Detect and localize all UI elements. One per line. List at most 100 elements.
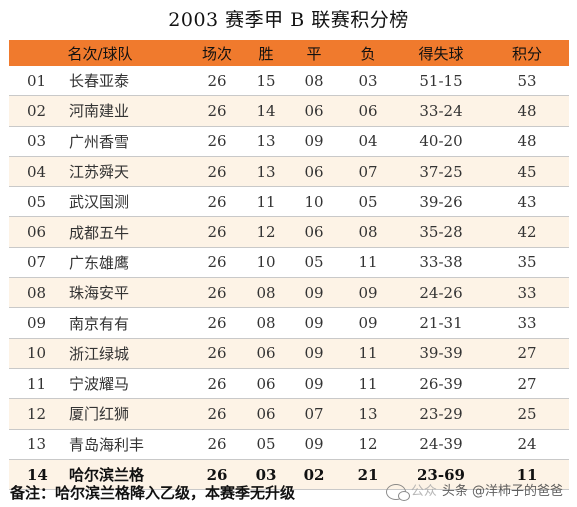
table-row: 02 河南建业 26 14 06 06 33-24 48 [9, 95, 569, 127]
cell-lost: 08 [339, 216, 397, 248]
header-drawn: 平 [289, 40, 339, 66]
cell-goals: 23-69 [397, 459, 485, 491]
cell-drawn: 05 [289, 247, 339, 279]
cell-played: 26 [191, 247, 243, 279]
cell-drawn: 09 [289, 429, 339, 460]
footnote: 备注：哈尔滨兰格降入乙级，本赛季无升级 [10, 484, 296, 502]
cell-drawn: 09 [289, 277, 339, 309]
cell-points: 48 [485, 126, 569, 157]
cell-team: 长春亚泰 [55, 66, 191, 97]
cell-goals: 33-24 [397, 95, 485, 127]
cell-played: 26 [191, 95, 243, 127]
cell-drawn: 09 [289, 126, 339, 157]
cell-team: 广东雄鹰 [55, 247, 191, 279]
cell-team: 浙江绿城 [55, 338, 191, 369]
table-row: 04 江苏舜天 26 13 06 07 37-25 45 [9, 156, 569, 188]
cell-goals: 40-20 [397, 126, 485, 157]
cell-won: 08 [243, 277, 289, 309]
table-row: 10 浙江绿城 26 06 09 11 39-39 27 [9, 338, 569, 369]
cell-goals: 21-31 [397, 307, 485, 339]
page-title: 2003 赛季甲 B 联赛积分榜 [168, 9, 409, 31]
cell-rank: 09 [9, 307, 55, 339]
cell-won: 13 [243, 156, 289, 188]
cell-won: 15 [243, 66, 289, 97]
header-won: 胜 [243, 40, 289, 66]
cell-drawn: 06 [289, 156, 339, 188]
cell-rank: 11 [9, 368, 55, 400]
cell-won: 06 [243, 398, 289, 430]
table-row: 14 哈尔滨兰格 26 03 02 21 23-69 11 [9, 459, 569, 491]
table-row: 01 长春亚泰 26 15 08 03 51-15 53 [9, 66, 569, 97]
cell-goals: 39-39 [397, 338, 485, 369]
cell-won: 10 [243, 247, 289, 279]
table-row: 03 广州香雪 26 13 09 04 40-20 48 [9, 126, 569, 157]
cell-won: 11 [243, 186, 289, 218]
cell-team: 南京有有 [55, 307, 191, 339]
cell-played: 26 [191, 398, 243, 430]
cell-goals: 35-28 [397, 216, 485, 248]
header-lost: 负 [339, 40, 397, 66]
table-row: 08 珠海安平 26 08 09 09 24-26 33 [9, 277, 569, 309]
table-row: 12 厦门红狮 26 06 07 13 23-29 25 [9, 398, 569, 430]
cell-played: 26 [191, 186, 243, 218]
cell-rank: 08 [9, 277, 55, 309]
cell-rank: 13 [9, 429, 55, 460]
cell-points: 27 [485, 368, 569, 400]
cell-team: 武汉国测 [55, 186, 191, 218]
table-row: 13 青岛海利丰 26 05 09 12 24-39 24 [9, 429, 569, 460]
cell-rank: 14 [9, 459, 55, 491]
cell-goals: 39-26 [397, 186, 485, 218]
cell-points: 27 [485, 338, 569, 369]
cell-drawn: 02 [289, 459, 339, 491]
cell-won: 06 [243, 338, 289, 369]
cell-points: 25 [485, 398, 569, 430]
cell-lost: 13 [339, 398, 397, 430]
cell-team: 青岛海利丰 [55, 429, 191, 460]
cell-rank: 03 [9, 126, 55, 157]
header-played: 场次 [191, 40, 243, 66]
cell-lost: 11 [339, 338, 397, 369]
table-header-row: 名次/球队 场次 胜 平 负 得失球 积分 [9, 40, 569, 66]
cell-lost: 12 [339, 429, 397, 460]
cell-team: 河南建业 [55, 95, 191, 127]
cell-lost: 09 [339, 277, 397, 309]
cell-points: 43 [485, 186, 569, 218]
header-goals: 得失球 [397, 40, 485, 66]
cell-rank: 01 [9, 66, 55, 97]
cell-rank: 04 [9, 156, 55, 188]
cell-won: 14 [243, 95, 289, 127]
cell-goals: 51-15 [397, 66, 485, 97]
cell-lost: 05 [339, 186, 397, 218]
watermark-text: 头条 @洋柿子的爸爸 [441, 484, 563, 499]
cell-played: 26 [191, 459, 243, 491]
cell-goals: 23-29 [397, 398, 485, 430]
watermark: 公众 头条 @洋柿子的爸爸 [385, 480, 563, 504]
cell-points: 33 [485, 277, 569, 309]
wechat-icon [385, 484, 410, 501]
cell-team: 宁波耀马 [55, 368, 191, 400]
cell-rank: 12 [9, 398, 55, 430]
cell-lost: 07 [339, 156, 397, 188]
cell-rank: 07 [9, 247, 55, 279]
cell-drawn: 07 [289, 398, 339, 430]
cell-drawn: 06 [289, 95, 339, 127]
cell-lost: 11 [339, 368, 397, 400]
cell-played: 26 [191, 126, 243, 157]
cell-points: 42 [485, 216, 569, 248]
cell-played: 26 [191, 66, 243, 97]
cell-rank: 06 [9, 216, 55, 248]
cell-won: 13 [243, 126, 289, 157]
cell-won: 12 [243, 216, 289, 248]
cell-rank: 05 [9, 186, 55, 218]
table-row: 09 南京有有 26 08 09 09 21-31 33 [9, 307, 569, 339]
cell-drawn: 09 [289, 338, 339, 369]
cell-points: 48 [485, 95, 569, 127]
cell-goals: 37-25 [397, 156, 485, 188]
cell-played: 26 [191, 307, 243, 339]
standings-table: 名次/球队 场次 胜 平 负 得失球 积分 01 长春亚泰 26 15 08 03 51-1… [9, 40, 569, 491]
cell-played: 26 [191, 429, 243, 460]
cell-played: 26 [191, 156, 243, 188]
cell-goals: 24-26 [397, 277, 485, 309]
cell-won: 05 [243, 429, 289, 460]
cell-won: 03 [243, 459, 289, 491]
